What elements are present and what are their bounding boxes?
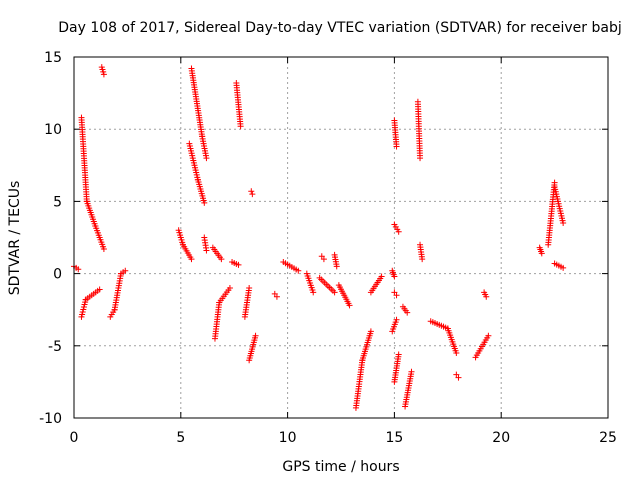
data-point [346,302,353,309]
data-point [367,328,374,335]
x-tick-label: 15 [385,430,403,446]
data-point [455,374,462,381]
data-point [310,289,317,296]
data-point [393,143,400,150]
data-point [75,266,82,273]
data-point [96,286,103,293]
data-point [188,256,195,263]
data-point [235,261,242,268]
y-tick-label: 10 [44,122,62,138]
plot-frame [73,56,609,419]
data-point [246,285,253,292]
x-tick-label: 20 [492,430,510,446]
data-point [395,228,402,235]
data-point [203,247,210,254]
x-tick-label: 10 [279,430,297,446]
data-point [248,188,255,195]
data-point [331,289,338,296]
data-point [560,264,567,271]
data-point [378,273,385,280]
data-point [538,250,545,257]
y-tick-label: 0 [53,267,62,283]
x-tick-label: 25 [599,430,617,446]
data-point [485,332,492,339]
data-point [252,332,259,339]
data-point [393,292,400,299]
data-point [295,267,302,274]
data-point [419,256,426,263]
y-tick-label: 15 [44,50,62,66]
chart-title: Day 108 of 2017, Sidereal Day-to-day VTE… [58,20,621,36]
data-point [333,263,340,270]
data-point [483,293,490,300]
x-axis-label: GPS time / hours [282,459,399,475]
data-point [226,285,233,292]
data-point [203,155,210,162]
y-tick-labels: -10 -5 0 5 10 15 [39,50,62,427]
grid [74,57,608,418]
data-point [273,293,280,300]
x-tick-label: 0 [70,430,79,446]
y-axis-label: SDTVAR / TECUs [7,181,23,296]
y-tick-label: -10 [39,411,62,427]
x-tick-labels: 0 5 10 15 20 25 [70,430,617,446]
data-point [100,246,107,253]
data-point [408,368,415,375]
data-point [100,71,107,78]
data-point [453,350,460,357]
data-point [218,256,225,263]
data-point [393,316,400,323]
data-point [237,123,244,130]
data-point [391,273,398,280]
x-tick-label: 5 [176,430,185,446]
data-point [560,220,567,227]
data-points [71,64,567,411]
y-tick-label: 5 [53,194,62,210]
data-point [122,267,129,274]
data-point [417,155,424,162]
y-tick-label: -5 [48,339,62,355]
data-point [395,351,402,358]
data-point [201,199,208,206]
data-point [404,309,411,316]
data-point [320,256,327,263]
data-point [249,191,256,198]
